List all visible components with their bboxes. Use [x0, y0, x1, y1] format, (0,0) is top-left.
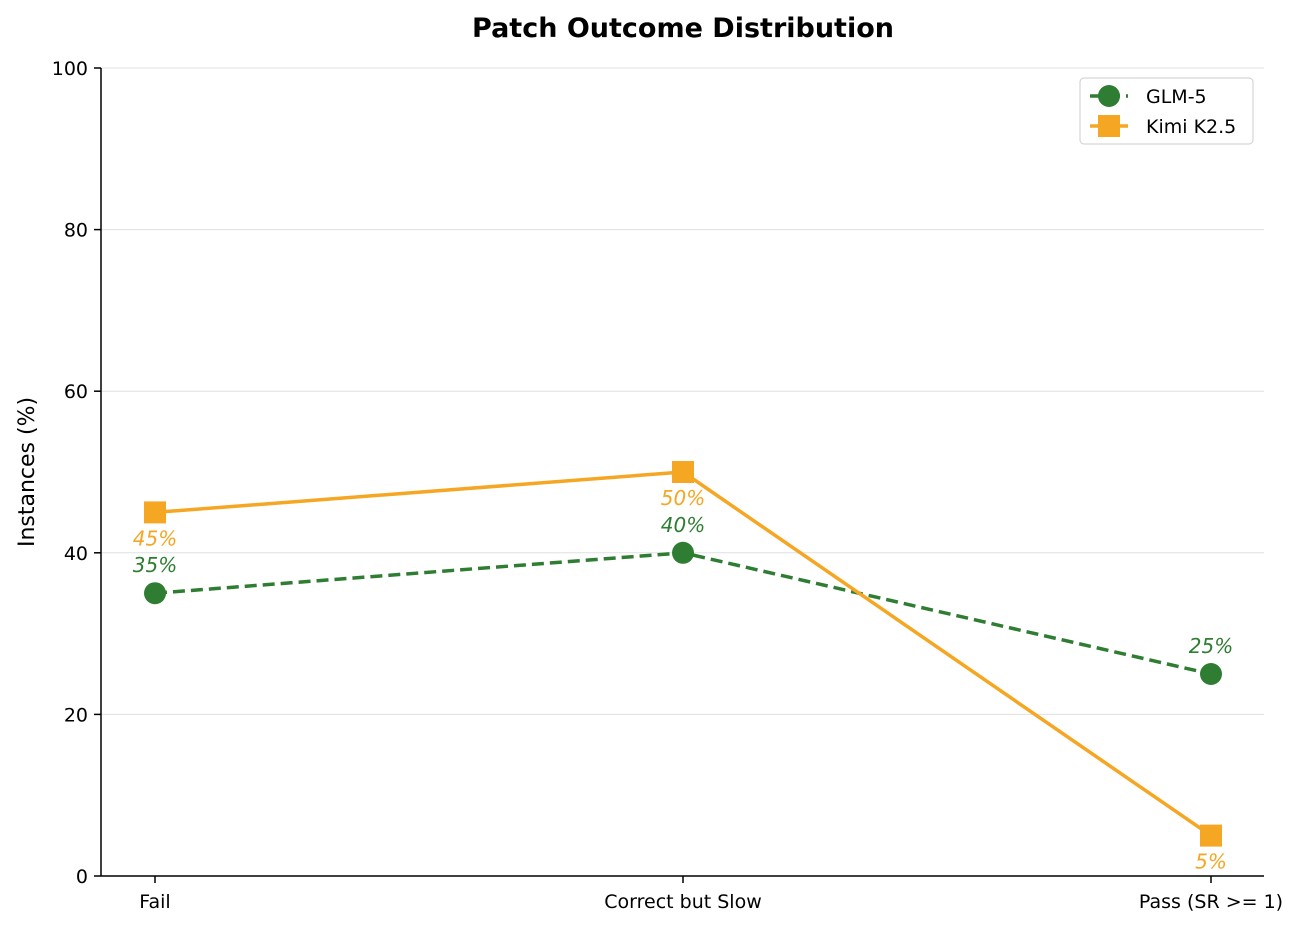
- axes: 0 20 40 60 80 100 Fail Correct but Slow Pass (SR…: [52, 58, 1283, 913]
- y-tick-label: 100: [52, 58, 88, 80]
- data-label: 25%: [1189, 634, 1233, 658]
- data-label: 5%: [1195, 850, 1227, 874]
- legend-label: Kimi K2.5: [1146, 116, 1236, 138]
- series-line: [154, 551, 1212, 676]
- y-axis-label: Instances (%): [15, 397, 40, 547]
- legend-marker: [1098, 85, 1120, 107]
- legend-item: GLM-5: [1090, 85, 1207, 108]
- y-tick-label: 80: [64, 220, 88, 242]
- grid: [101, 67, 1264, 715]
- series-kimi-k2-5: 45% 50% 5%: [133, 461, 1227, 874]
- legend-item: Kimi K2.5: [1090, 115, 1236, 138]
- y-tick-label: 20: [64, 704, 88, 726]
- data-label: 40%: [661, 513, 705, 537]
- data-point: [1200, 663, 1222, 685]
- y-tick-label: 0: [76, 866, 88, 888]
- y-tick-label: 60: [64, 381, 88, 403]
- y-tick-label: 40: [64, 543, 88, 565]
- x-tick-label: Fail: [139, 891, 170, 913]
- data-point: [1200, 824, 1222, 847]
- legend-marker: [1098, 115, 1120, 137]
- data-label: 45%: [133, 526, 177, 550]
- data-point: [672, 541, 694, 564]
- legend: GLM-5 Kimi K2.5: [1079, 77, 1254, 145]
- data-point: [144, 501, 166, 524]
- series-layer: 35% 40% 25% 45% 50% 5%: [133, 461, 1233, 874]
- series-glm-5: 35% 40% 25%: [133, 513, 1233, 685]
- x-tick-label: Pass (SR >= 1): [1139, 891, 1283, 913]
- data-point: [672, 461, 694, 483]
- data-point: [144, 582, 166, 605]
- chart-title: Patch Outcome Distribution: [472, 13, 894, 44]
- data-label: 35%: [133, 553, 177, 577]
- legend-label: GLM-5: [1146, 86, 1207, 108]
- data-label: 50%: [661, 486, 705, 510]
- x-tick-label: Correct but Slow: [604, 891, 761, 913]
